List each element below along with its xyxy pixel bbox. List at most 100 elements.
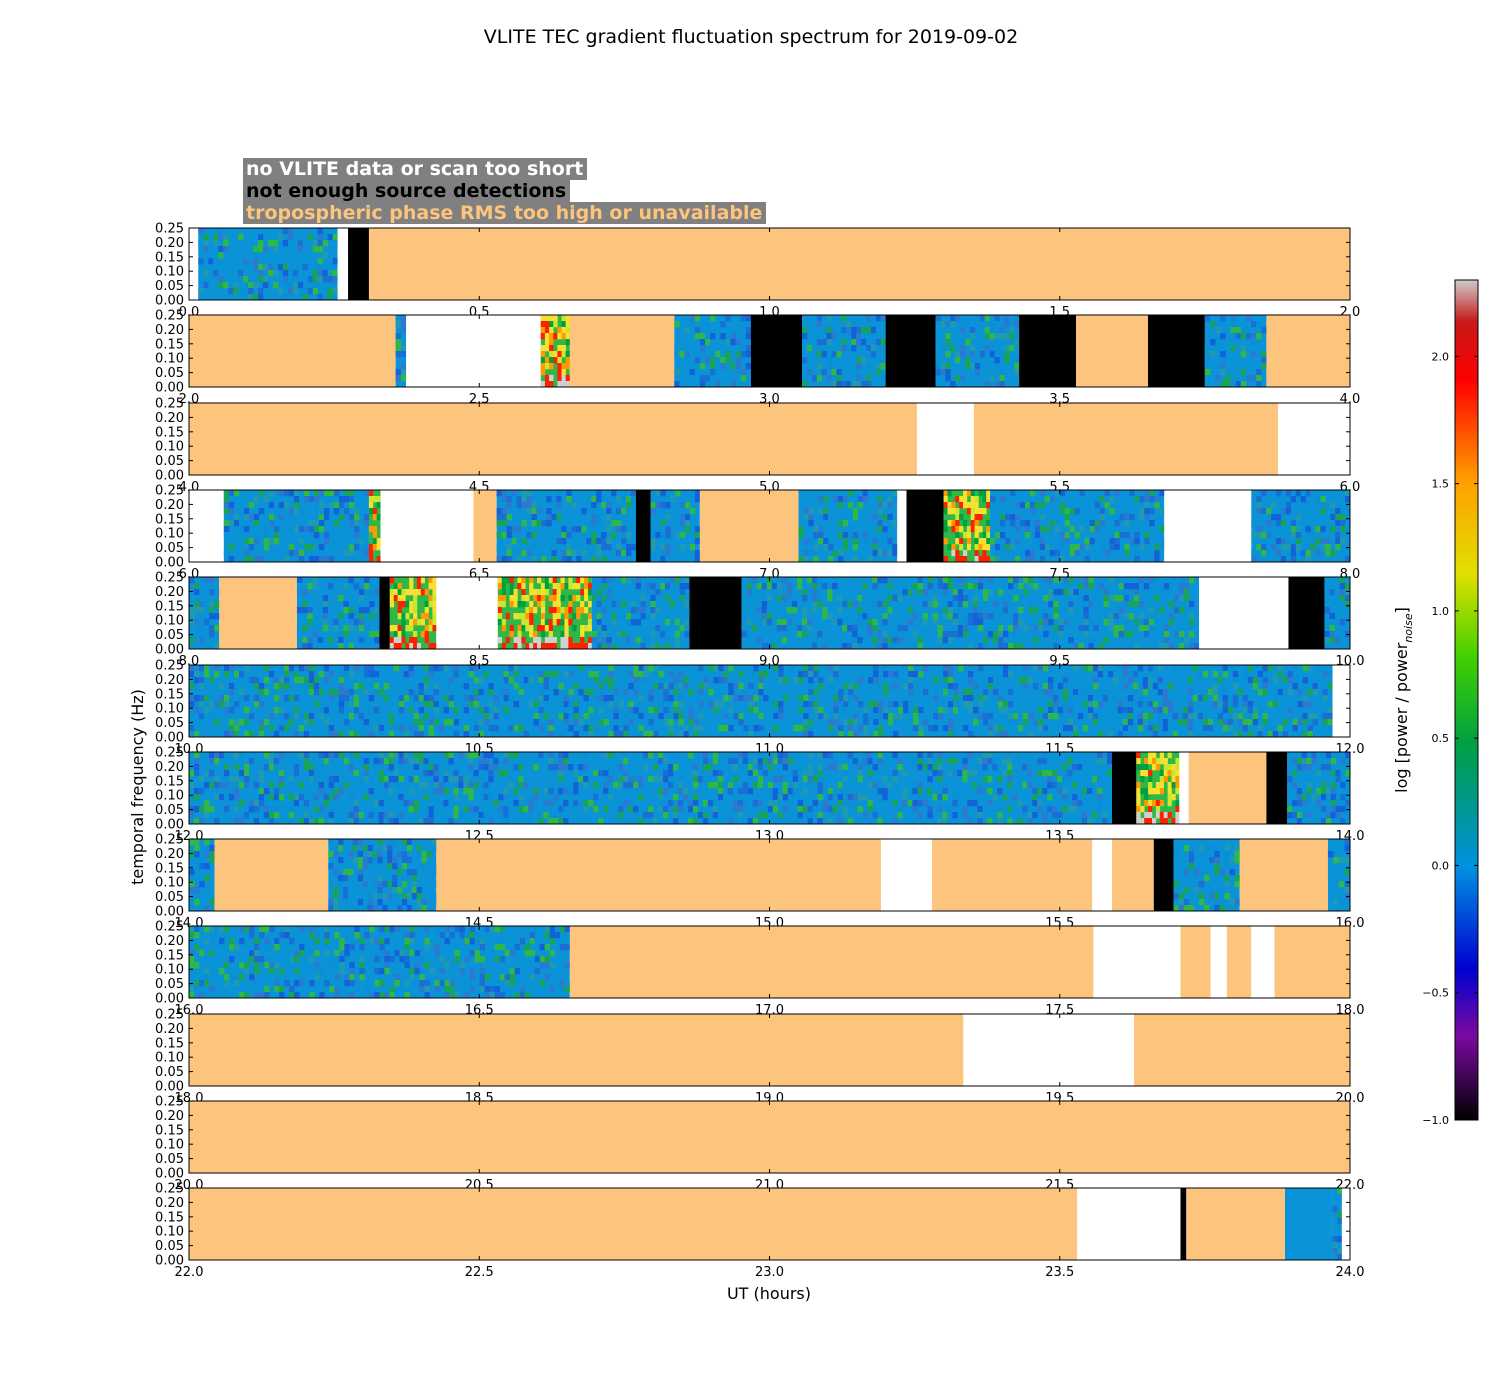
spectrum-cell: [1123, 583, 1129, 590]
spectrum-cell: [727, 782, 734, 789]
spectrum-cell: [544, 333, 550, 340]
spectrum-cell: [631, 556, 637, 563]
spectrum-cell: [308, 689, 315, 696]
spectrum-cell: [223, 526, 230, 533]
spectrum-cell: [1187, 731, 1194, 738]
spectrum-cell: [628, 794, 634, 801]
spectrum-cell: [408, 689, 415, 696]
spectrum-cell: [827, 806, 833, 813]
spectrum-cell: [1013, 631, 1019, 638]
spectrum-cell: [877, 595, 883, 602]
spectrum-cell: [308, 794, 315, 801]
spectrum-cell: [1317, 677, 1323, 684]
spectrum-cell: [623, 731, 629, 738]
spectrum-cell: [1079, 514, 1085, 521]
spectrum-cell: [747, 776, 754, 783]
spectrum-cell: [267, 264, 274, 271]
spectrum-cell: [653, 689, 659, 696]
spectrum-cell: [313, 683, 320, 690]
spectrum-cell: [782, 764, 788, 771]
spectrum-cell: [283, 806, 290, 813]
spectrum-cell: [209, 601, 215, 608]
spectrum-cell: [665, 526, 671, 533]
spectrum-cell: [660, 619, 666, 626]
spectrum-cell: [1122, 707, 1129, 714]
spectrum-cell: [307, 288, 314, 295]
spectrum-cell: [852, 631, 858, 638]
spectrum-cell: [358, 607, 365, 614]
spectrum-cell: [782, 788, 788, 795]
spectrum-cell: [694, 556, 701, 563]
spectrum-cell: [517, 613, 522, 620]
spectrum-cell: [518, 695, 524, 702]
spectrum-cell: [548, 782, 554, 789]
spectrum-cell: [1247, 713, 1253, 720]
spectrum-cell: [333, 707, 340, 714]
spectrum-cell: [1345, 496, 1351, 503]
spectrum-cell: [1207, 719, 1214, 726]
spectrum-cell: [660, 538, 666, 545]
spectrum-cell: [298, 665, 305, 672]
spectrum-cell: [233, 234, 239, 241]
spectrum-cell: [623, 725, 629, 732]
segment-K: [635, 490, 651, 562]
spectrum-cell: [214, 643, 220, 650]
spectrum-cell: [363, 520, 370, 527]
spectrum-cell: [1149, 496, 1155, 503]
spectrum-cell: [872, 601, 878, 608]
spectrum-cell: [303, 758, 310, 765]
spectrum-cell: [960, 357, 966, 364]
spectrum-cell: [521, 490, 527, 497]
spectrum-cell: [208, 683, 215, 690]
y-tick-label: 0.10: [155, 265, 184, 280]
spectrum-cell: [1097, 800, 1103, 807]
spectrum-cell: [972, 619, 979, 626]
spectrum-cell: [751, 577, 758, 584]
spectrum-cell: [951, 526, 956, 533]
spectrum-cell: [393, 589, 398, 596]
spectrum-cell: [513, 701, 519, 708]
spectrum-cell: [953, 683, 959, 690]
spectrum-cell: [405, 643, 410, 650]
spectrum-cell: [263, 719, 270, 726]
spectrum-cell: [957, 625, 964, 632]
spectrum-cell: [688, 707, 694, 714]
spectrum-cell: [757, 776, 764, 783]
spectrum-cell: [684, 619, 690, 626]
spectrum-cell: [393, 719, 400, 726]
spectrum-cell: [1078, 643, 1084, 650]
spectrum-cell: [943, 508, 948, 515]
spectrum-cell: [322, 619, 329, 626]
spectrum-cell: [1320, 502, 1326, 509]
spectrum-cell: [268, 538, 275, 545]
spectrum-cell: [862, 538, 868, 545]
spectrum-cell: [223, 532, 230, 539]
spectrum-cell: [518, 782, 524, 789]
spectrum-cell: [712, 770, 719, 777]
spectrum-cell: [313, 806, 320, 813]
spectrum-cell: [935, 315, 941, 322]
spectrum-cell: [858, 677, 864, 684]
spectrum-cell: [473, 689, 479, 696]
spectrum-cell: [807, 764, 813, 771]
spectrum-cell: [558, 731, 564, 738]
spectrum-cell: [660, 556, 666, 563]
spectrum-cell: [400, 369, 407, 376]
spectrum-cell: [1232, 683, 1239, 690]
spectrum-cell: [720, 333, 726, 340]
spectrum-cell: [738, 695, 744, 702]
spectrum-cell: [1220, 357, 1226, 364]
spectrum-cell: [738, 671, 744, 678]
spectrum-cell: [882, 496, 888, 503]
spectrum-cell: [258, 770, 265, 777]
spectrum-cell: [994, 381, 1000, 388]
spectrum-cell: [318, 713, 325, 720]
spectrum-cell: [818, 677, 824, 684]
spectrum-cell: [448, 701, 454, 708]
spectrum-cell: [687, 800, 694, 807]
spectrum-cell: [803, 695, 809, 702]
spectrum-cell: [1052, 812, 1058, 819]
segment-fill: [906, 490, 944, 562]
spectrum-cell: [1004, 315, 1010, 322]
spectrum-cell: [223, 246, 229, 253]
